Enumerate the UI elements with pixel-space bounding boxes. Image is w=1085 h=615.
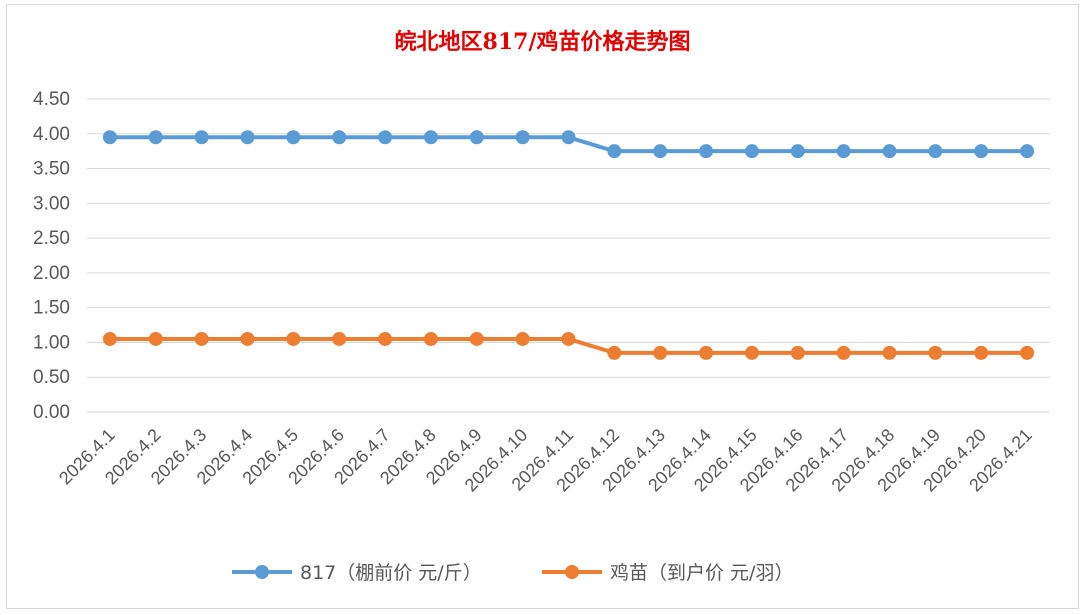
data-point — [561, 130, 576, 145]
legend: 817（棚前价 元/斤） 鸡苗（到户价 元/羽） — [232, 562, 793, 584]
data-point — [240, 331, 255, 346]
data-point — [699, 144, 714, 159]
data-point — [744, 345, 759, 360]
series-2 — [102, 331, 1035, 360]
y-tick-label: 4.50 — [33, 89, 70, 110]
data-point — [102, 130, 117, 145]
chart-title: 皖北地区817/鸡苗价格走势图 — [394, 29, 691, 55]
data-point — [744, 144, 759, 159]
legend-item-1: 817（棚前价 元/斤） — [232, 562, 482, 584]
data-point — [882, 345, 897, 360]
y-tick-label: 2.00 — [33, 263, 70, 284]
y-tick-label: 4.00 — [33, 124, 70, 145]
legend-label: 鸡苗（到户价 元/羽） — [610, 562, 793, 584]
y-tick-label: 3.50 — [33, 159, 70, 180]
legend-marker — [565, 565, 579, 579]
data-point — [974, 144, 989, 159]
data-point — [928, 144, 943, 159]
series-1 — [102, 130, 1035, 159]
data-point — [607, 144, 622, 159]
data-point — [194, 331, 209, 346]
data-point — [882, 144, 897, 159]
y-tick-label: 0.00 — [33, 402, 70, 423]
y-tick-label: 0.50 — [33, 367, 70, 388]
data-point — [928, 345, 943, 360]
y-tick-label: 3.00 — [33, 193, 70, 214]
data-point — [469, 331, 484, 346]
data-point — [148, 130, 163, 145]
data-point — [561, 331, 576, 346]
y-axis-ticks: 0.00 0.50 1.00 1.50 2.00 2.50 3.00 3.50 4.00 4.50 — [33, 89, 70, 423]
data-point — [240, 130, 255, 145]
legend-label: 817（棚前价 元/斤） — [300, 562, 482, 584]
data-point — [332, 331, 347, 346]
series-lines — [102, 130, 1035, 360]
data-point — [836, 144, 851, 159]
data-point — [469, 130, 484, 145]
data-point — [148, 331, 163, 346]
y-tick-label: 2.50 — [33, 228, 70, 249]
data-point — [423, 130, 438, 145]
data-point — [790, 144, 805, 159]
data-point — [378, 130, 393, 145]
y-tick-label: 1.50 — [33, 298, 70, 319]
y-tick-label: 1.00 — [33, 332, 70, 353]
data-point — [653, 144, 668, 159]
x-axis-ticks: 2026.4.12026.4.22026.4.32026.4.42026.4.5… — [55, 425, 1036, 496]
data-point — [836, 345, 851, 360]
data-point — [194, 130, 209, 145]
legend-item-2: 鸡苗（到户价 元/羽） — [542, 562, 793, 584]
data-point — [102, 331, 117, 346]
data-point — [699, 345, 714, 360]
data-point — [378, 331, 393, 346]
chart-area[interactable] — [6, 4, 1079, 609]
legend-marker — [255, 565, 269, 579]
gridlines — [87, 98, 1050, 413]
data-point — [286, 130, 301, 145]
data-point — [607, 345, 622, 360]
data-point — [1020, 345, 1035, 360]
data-point — [1020, 144, 1035, 159]
data-point — [423, 331, 438, 346]
data-point — [790, 345, 805, 360]
data-point — [286, 331, 301, 346]
data-point — [974, 345, 989, 360]
data-point — [515, 331, 530, 346]
data-point — [332, 130, 347, 145]
data-point — [653, 345, 668, 360]
data-point — [515, 130, 530, 145]
